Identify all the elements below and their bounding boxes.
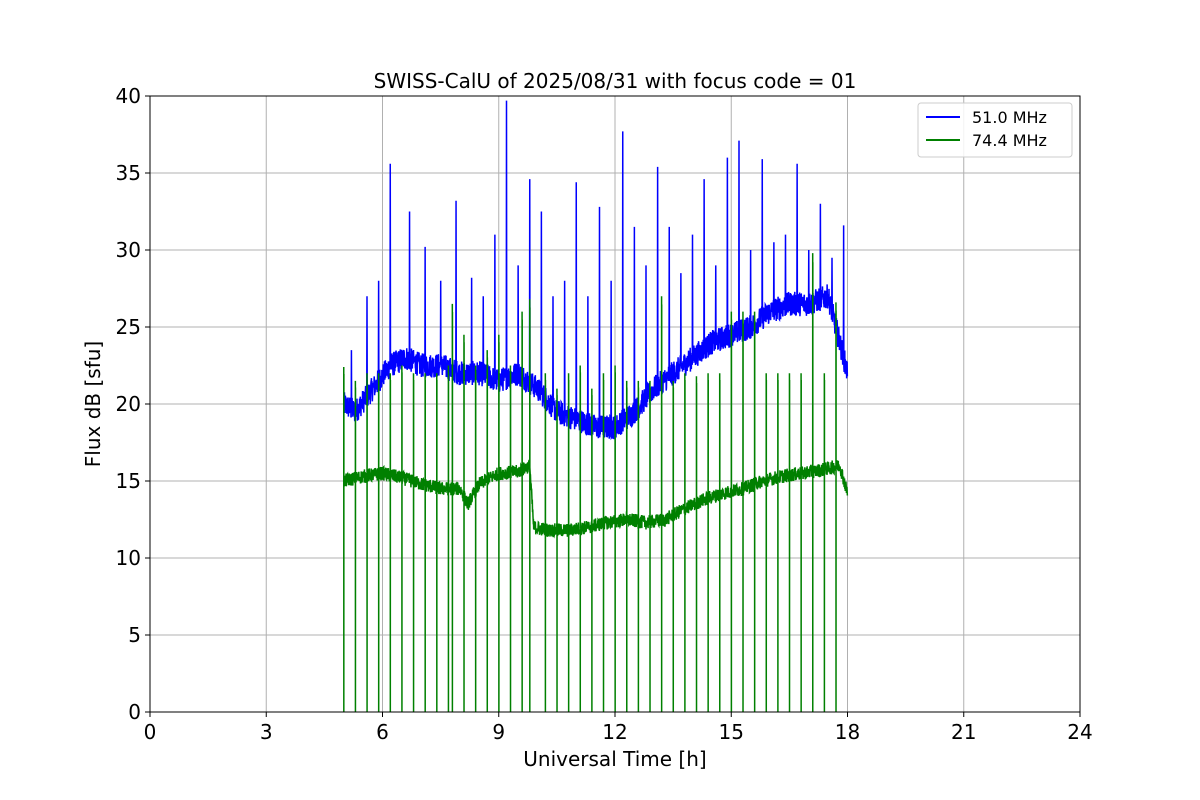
x-tick-label: 0 — [144, 720, 157, 744]
legend-label: 51.0 MHz — [972, 108, 1047, 127]
y-axis-label: Flux dB [sfu] — [81, 341, 105, 467]
series-line-51mhz — [343, 100, 849, 441]
series-layer — [342, 100, 849, 712]
y-tick-label: 0 — [128, 700, 141, 724]
x-tick-label: 12 — [602, 720, 627, 744]
y-tick-label: 15 — [116, 469, 141, 493]
y-tick-label: 20 — [116, 392, 141, 416]
y-tick-label: 10 — [116, 546, 141, 570]
x-tick-label: 15 — [719, 720, 744, 744]
y-tick-label: 35 — [116, 161, 141, 185]
series-line-74mhz — [342, 253, 849, 712]
y-tick-label: 40 — [116, 84, 141, 108]
x-tick-label: 6 — [376, 720, 389, 744]
x-tick-label: 21 — [951, 720, 976, 744]
x-tick-label: 3 — [260, 720, 273, 744]
ticks: 0 3 6 9 12 15 18 21 24 0 5 10 15 20 25 30 35 40 — [116, 84, 1093, 744]
x-tick-label: 24 — [1067, 720, 1092, 744]
legend: 51.0 MHz 74.4 MHz — [917, 102, 1073, 158]
legend-label: 74.4 MHz — [972, 131, 1047, 150]
y-tick-label: 25 — [116, 315, 141, 339]
chart-title: SWISS-CalU of 2025/08/31 with focus code… — [374, 69, 857, 93]
y-tick-label: 5 — [128, 623, 141, 647]
x-tick-label: 18 — [835, 720, 860, 744]
y-tick-label: 30 — [116, 238, 141, 262]
x-axis-label: Universal Time [h] — [523, 747, 706, 771]
x-tick-label: 9 — [492, 720, 505, 744]
